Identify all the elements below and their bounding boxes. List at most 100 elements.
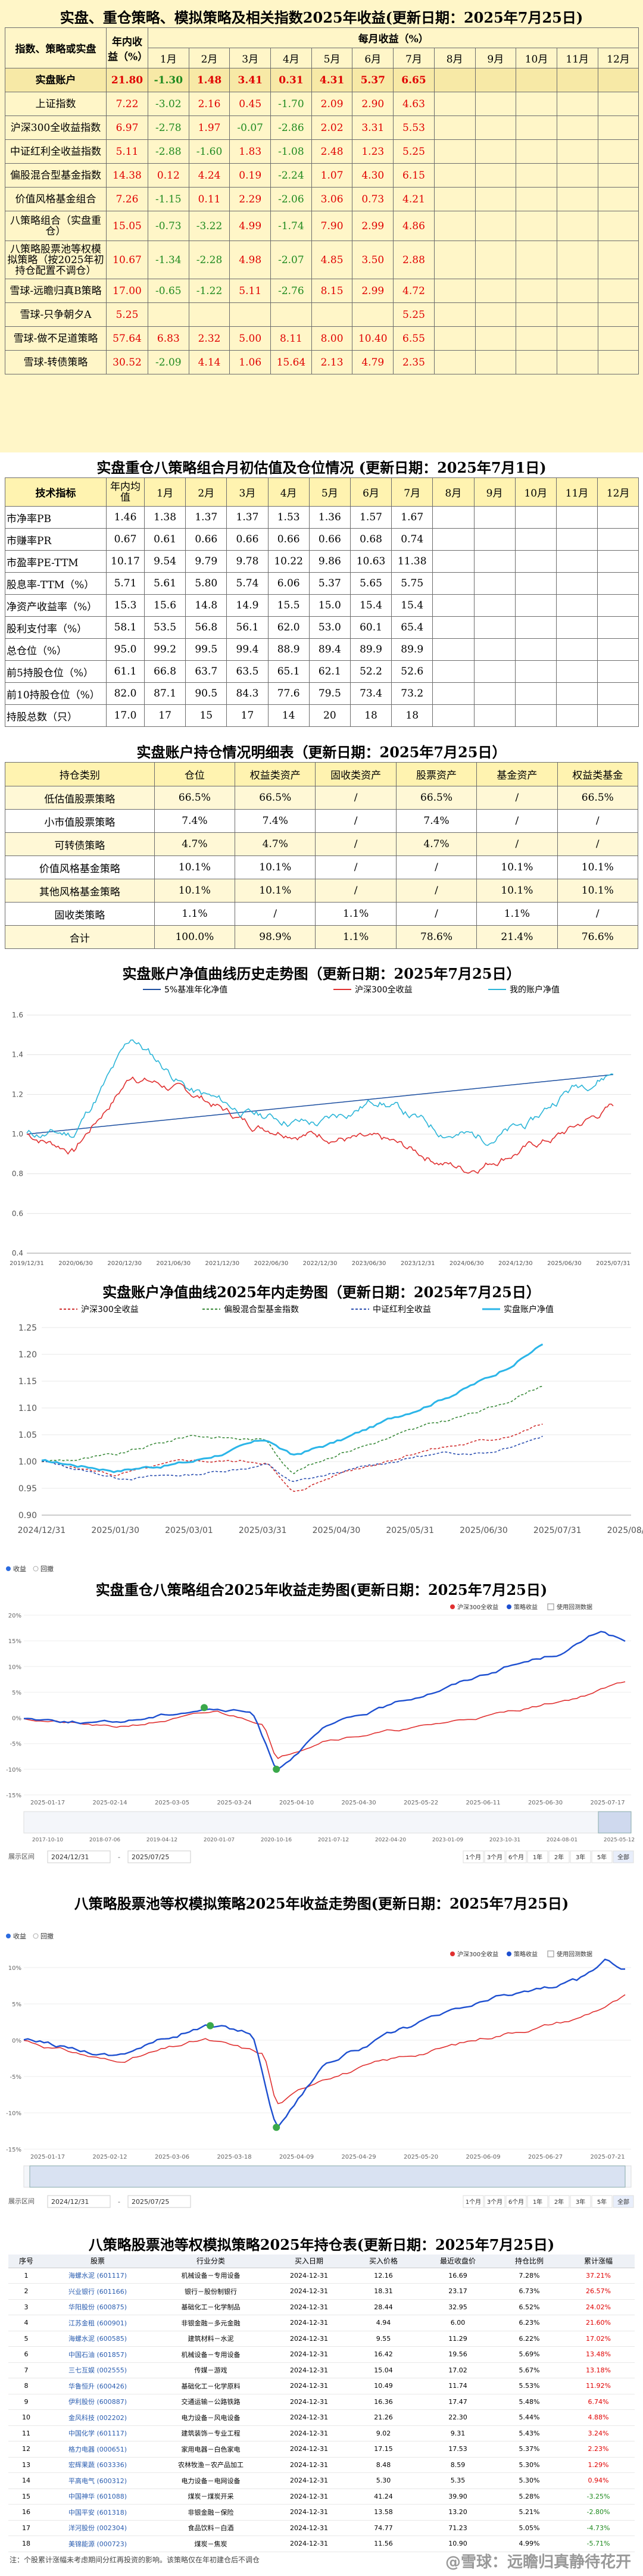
- tick-label: 2024/12/31: [18, 1526, 66, 1535]
- quick-range-button[interactable]: [484, 1850, 505, 1863]
- quick-range-button[interactable]: [463, 2195, 484, 2208]
- tick-label: 10%: [8, 1965, 21, 1972]
- tick-label: -5%: [10, 1741, 21, 1748]
- table-cell: [514, 528, 557, 551]
- table-cell: 7.4%: [154, 809, 236, 833]
- table-cell: [597, 638, 639, 661]
- table-cell: 84.3: [226, 682, 269, 705]
- quick-range-button[interactable]: [548, 1850, 570, 1863]
- table-row: 小市值股票策略 7.4% 7.4%/7.4% / /: [5, 809, 639, 833]
- table-cell: 机械设备－专用设备: [151, 2268, 270, 2284]
- table-cell: 66.8: [143, 660, 186, 683]
- table-cell: 2.48: [311, 139, 353, 164]
- table-cell: 2: [8, 2283, 44, 2300]
- table-cell: -2.06: [270, 187, 312, 211]
- quick-range-button[interactable]: [505, 2195, 527, 2208]
- tick-label: 2025/06/30: [547, 1260, 582, 1267]
- table-cell: [555, 572, 598, 595]
- table-cell: [433, 92, 476, 116]
- table-cell: 7.4%: [395, 809, 477, 833]
- table-cell: 中国化学 (601117): [44, 2425, 151, 2441]
- table-cell: 净资产收益率（%）: [5, 594, 107, 617]
- table-cell: 10.1%: [235, 879, 316, 903]
- tick-label: 2021/06/30: [156, 1260, 191, 1267]
- table-cell: 银行－股份制银行: [151, 2283, 270, 2300]
- table-cell: 指数、策略或实盘: [5, 27, 107, 68]
- quick-range-button[interactable]: [613, 2195, 634, 2208]
- table-cell: 八策略组合（实盘重仓）: [5, 211, 107, 241]
- range-from-input[interactable]: [47, 1850, 111, 1863]
- table-cell: /: [395, 902, 477, 926]
- quick-range-button[interactable]: [570, 1850, 591, 1863]
- table-cell: [475, 211, 517, 241]
- table-cell: 5.53%: [497, 2378, 562, 2394]
- legend-label: 5%基准年化净值: [164, 985, 227, 995]
- quick-range-button[interactable]: [591, 2195, 613, 2208]
- tick-label: 2024/12/30: [498, 1260, 533, 1267]
- table-cell: 雪球-只争朝夕A: [5, 302, 107, 327]
- table-cell: 2月: [188, 48, 230, 68]
- navigator: [23, 1811, 632, 1834]
- table-cell: 前10持股仓位（%）: [5, 682, 107, 705]
- table-row: 雪球-只争朝夕A 5.25 5.25: [5, 302, 639, 327]
- table-cell: [516, 350, 557, 374]
- table-cell: 洋河股份 (002304): [44, 2520, 151, 2536]
- table-cell: [556, 211, 598, 241]
- quick-range-button[interactable]: [570, 2195, 591, 2208]
- table-cell: [597, 241, 639, 279]
- table-cell: 7月: [391, 477, 433, 507]
- table-cell: [473, 550, 516, 573]
- table-cell: 56.8: [185, 616, 227, 639]
- tick-label: -15%: [6, 1793, 21, 1799]
- table-row: 总仓位（%） 95.0 99.2 99.5 99.4 88.9 89.4 89.9 89.9: [5, 638, 639, 661]
- quick-range-button[interactable]: [527, 1850, 548, 1863]
- range-to-input[interactable]: [127, 1850, 191, 1863]
- tick-label: 2017-10-10: [32, 1837, 64, 1843]
- quick-range-button[interactable]: [505, 1850, 527, 1863]
- table-cell: 电力设备－电网设备: [151, 2472, 270, 2489]
- tick-label: 2025-02-14: [92, 1800, 127, 1806]
- table-cell: 5.37: [308, 572, 351, 595]
- table-cell: 2024-12-31: [270, 2299, 348, 2315]
- table-cell: 价值风格基金策略: [5, 855, 155, 879]
- table-cell: [473, 506, 516, 529]
- table-row: 可转债策略 4.7% 4.7%/4.7% / /: [5, 832, 639, 856]
- table-cell: 9.31: [419, 2425, 497, 2441]
- table-cell: 4.99%: [497, 2536, 562, 2552]
- legend-swatch: [33, 1933, 39, 1939]
- quick-range-button[interactable]: [463, 1850, 484, 1863]
- table-cell: 0.45: [229, 92, 271, 116]
- table-cell: 5: [8, 2331, 44, 2347]
- table-row: 低估值股票策略 66.5% 66.5%/66.5%/66.5%: [5, 786, 639, 810]
- quick-range-button[interactable]: [527, 2195, 548, 2208]
- table-cell: 5.44%: [497, 2409, 562, 2426]
- quick-range-label: 2年: [554, 2198, 564, 2206]
- csi300-line: [41, 1423, 543, 1492]
- table-cell: 10.1%: [154, 855, 236, 879]
- legend-label: 我的账户净值: [510, 985, 560, 995]
- table-cell: 2024-12-31: [270, 2425, 348, 2441]
- tick-label: 5%: [12, 2002, 21, 2008]
- quick-range-button[interactable]: [613, 1850, 634, 1863]
- quick-range-button[interactable]: [548, 2195, 570, 2208]
- quick-range-button[interactable]: [484, 2195, 505, 2208]
- quick-range-button[interactable]: [591, 1850, 613, 1863]
- table-row: 价值风格基金组合 7.26 -1.15 0.11 2.29 -2.06 3.06 0.73 4.…: [5, 187, 639, 211]
- returns-section: 实盘、重仓策略、模拟策略及相关指数2025年收益(更新日期：2025年7月25日…: [0, 0, 643, 452]
- table-cell: [555, 528, 598, 551]
- table-cell: [433, 163, 476, 188]
- table-cell: 5.30%: [497, 2472, 562, 2489]
- range-to-input[interactable]: [127, 2195, 191, 2208]
- range-from-input[interactable]: [47, 2195, 111, 2208]
- table-cell: 建筑材料－水泥: [151, 2331, 270, 2347]
- table-cell: 17.00: [106, 279, 148, 303]
- table-cell: [188, 302, 230, 327]
- table-cell: [597, 302, 639, 327]
- table-cell: 交通运输－公路铁路: [151, 2394, 270, 2410]
- table-cell: 农林牧渔－农产品加工: [151, 2457, 270, 2473]
- table-cell: 中国石油 (601857): [44, 2346, 151, 2363]
- table-cell: 66.5%: [235, 786, 316, 810]
- table-cell: [475, 115, 517, 140]
- tick-label: 1.4: [12, 1051, 23, 1059]
- table-cell: 8月: [433, 48, 476, 68]
